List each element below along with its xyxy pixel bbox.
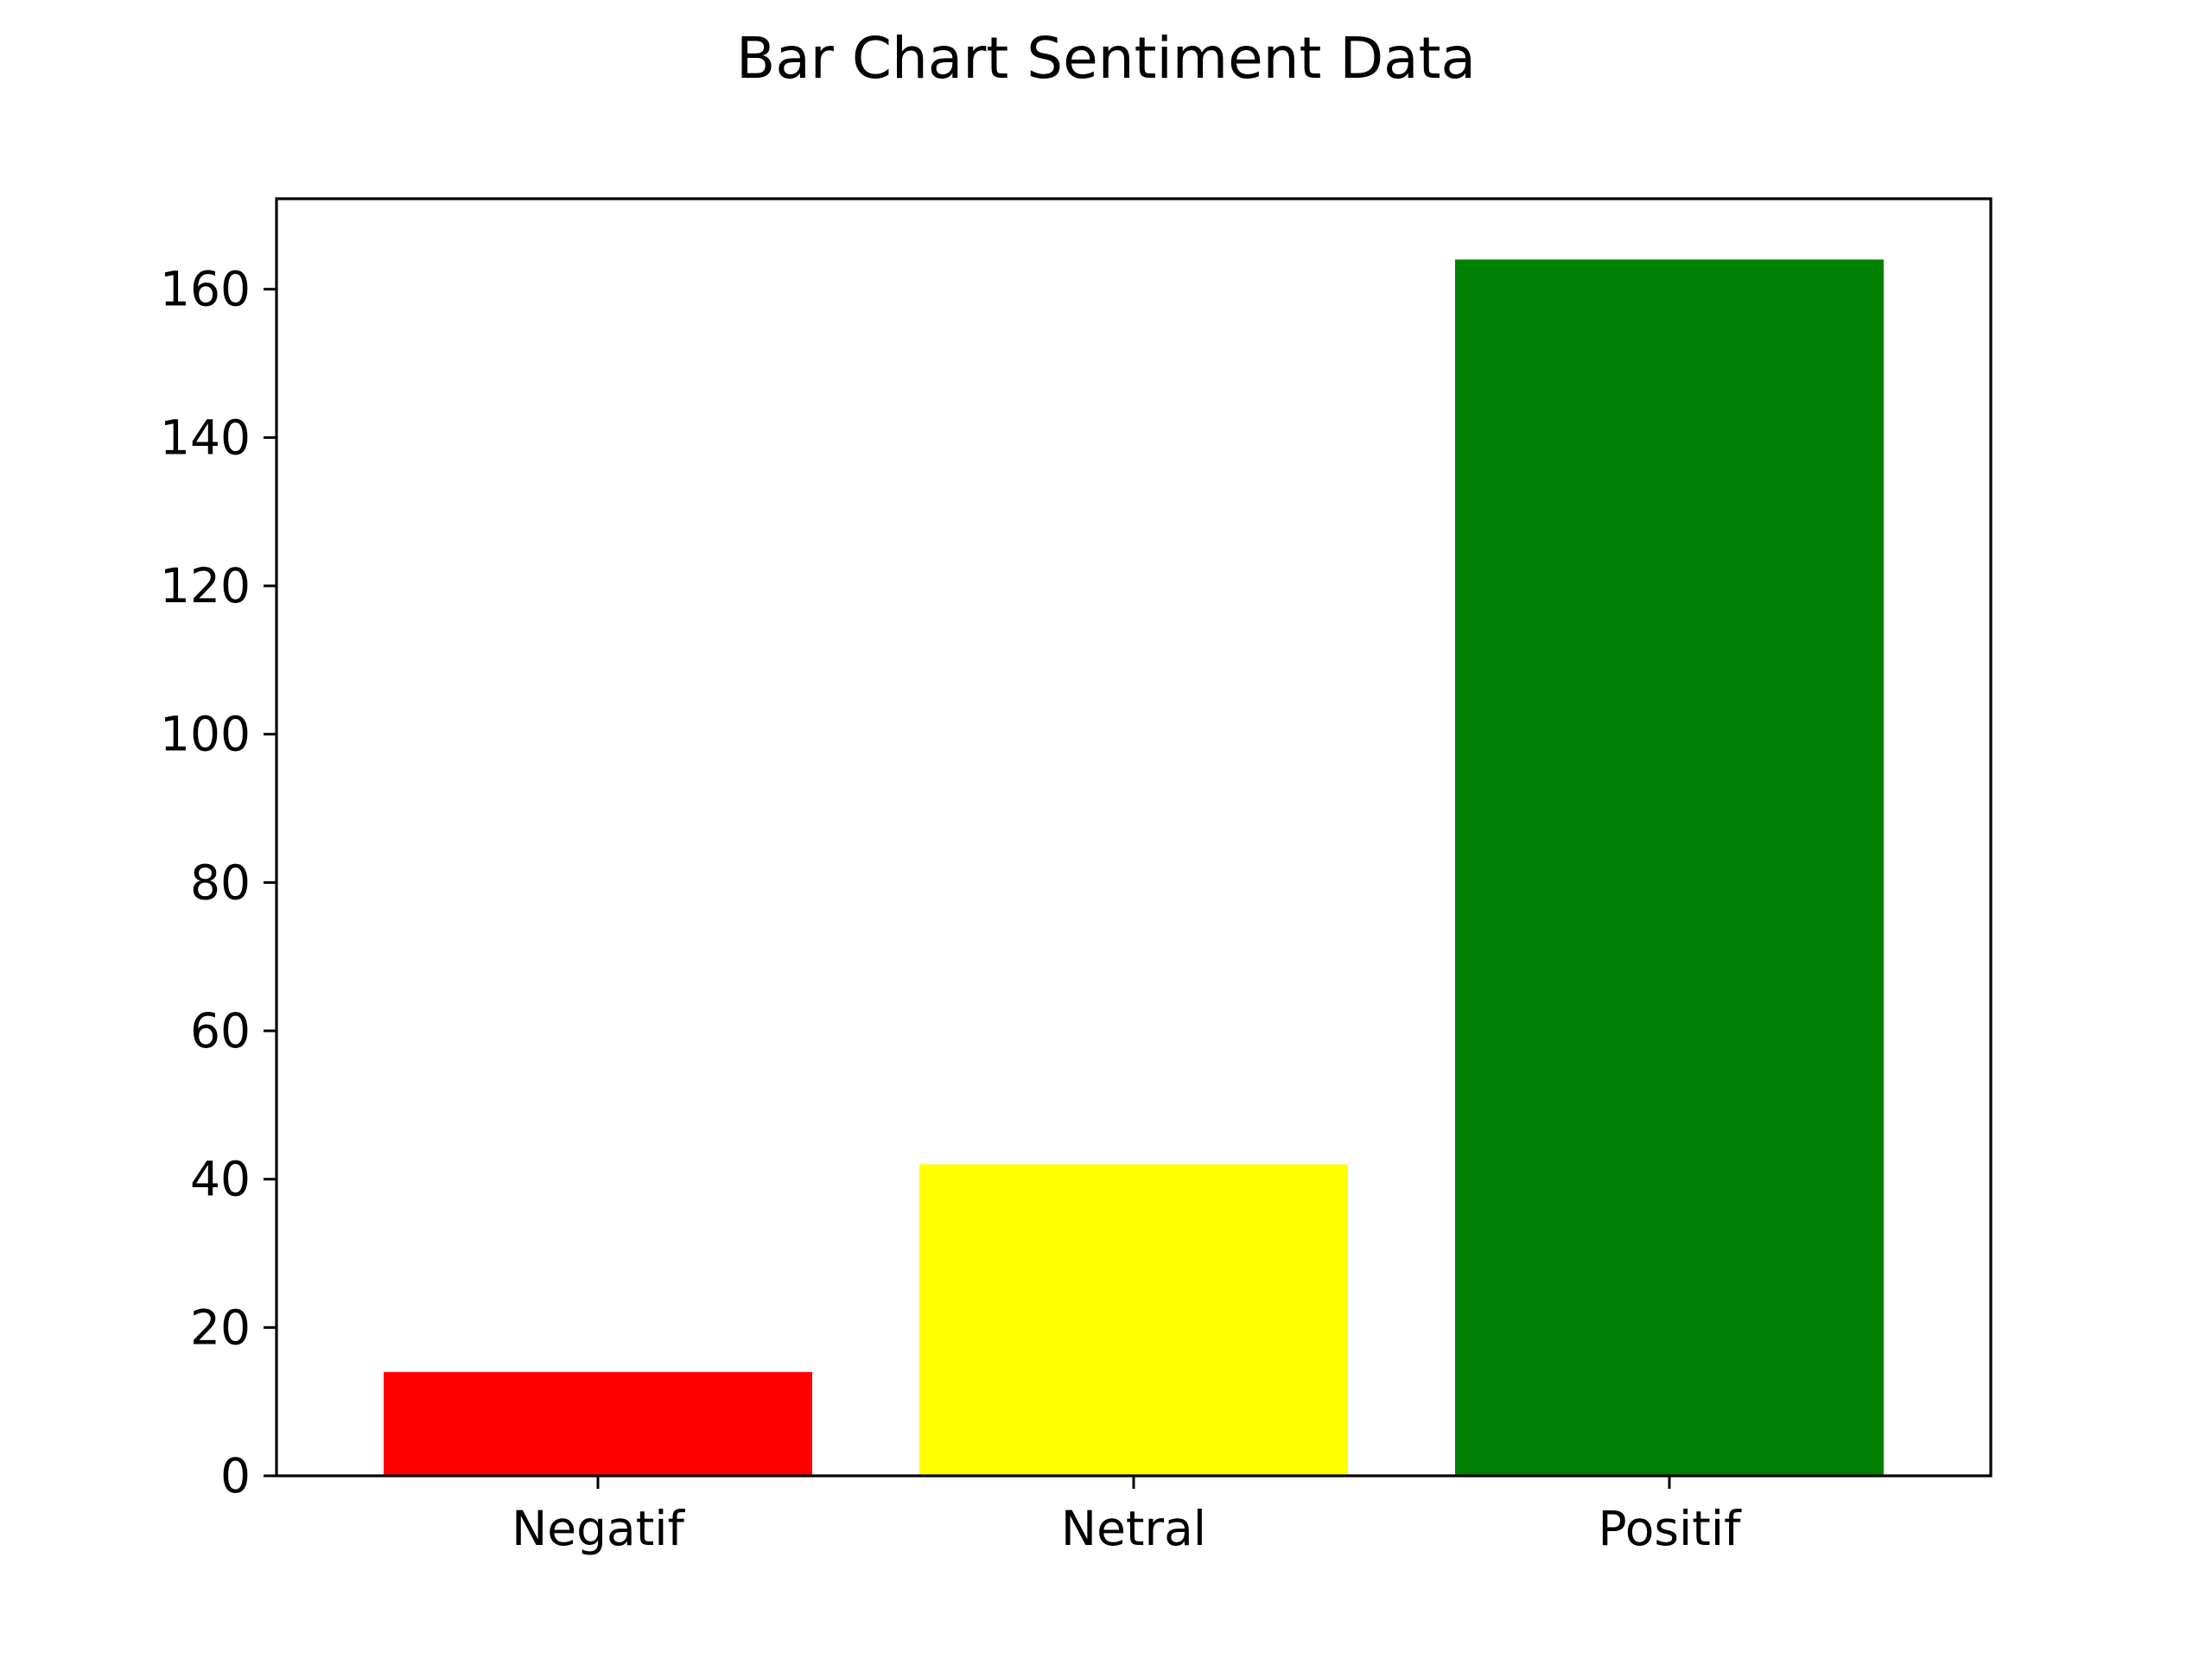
- y-tick-label: 20: [190, 1300, 251, 1355]
- x-axis-ticks: Negatif Netral Positif: [512, 1476, 1742, 1556]
- bar-negatif: [384, 1371, 812, 1476]
- y-tick-label: 80: [190, 855, 251, 910]
- x-tick-label: Positif: [1599, 1501, 1743, 1556]
- y-tick-label: 40: [190, 1152, 251, 1207]
- y-tick-label: 140: [160, 410, 251, 465]
- y-axis-ticks: 0 20 40 60 80 100 120 140 160: [160, 262, 276, 1503]
- chart-title: Bar Chart Sentiment Data: [736, 25, 1476, 92]
- y-tick-label: 0: [220, 1448, 251, 1503]
- bar-netral: [919, 1164, 1348, 1476]
- y-tick-label: 160: [160, 262, 251, 317]
- y-tick-label: 60: [190, 1003, 251, 1058]
- plot-frame: [275, 197, 1993, 1478]
- y-tick-label: 120: [160, 558, 251, 613]
- x-tick-label: Netral: [1061, 1501, 1206, 1556]
- x-tick-label: Negatif: [512, 1501, 685, 1556]
- bars-layer: [384, 259, 1884, 1476]
- bar-positif: [1455, 259, 1884, 1476]
- y-tick-label: 100: [160, 707, 251, 762]
